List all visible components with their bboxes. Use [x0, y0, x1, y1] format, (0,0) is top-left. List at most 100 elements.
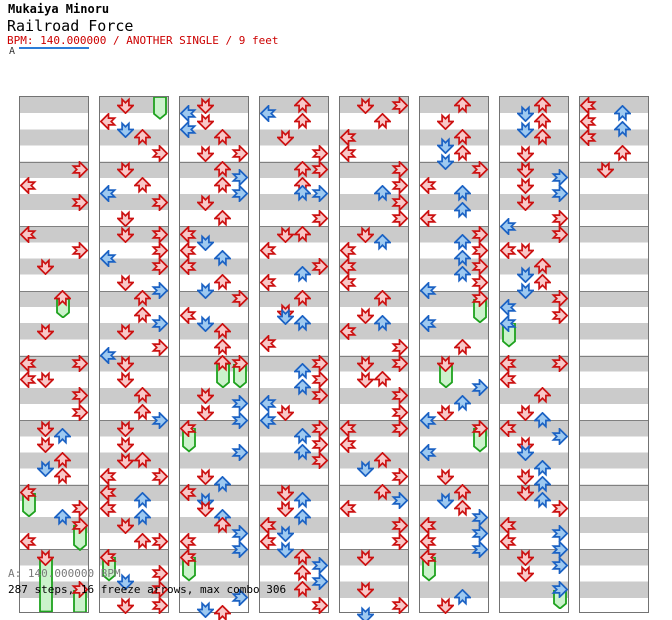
note-arrow-r [151, 241, 168, 259]
note-arrow-l [500, 314, 517, 332]
note-arrow-d [517, 484, 534, 502]
chart-column-3 [179, 96, 249, 620]
note-arrow-r [231, 540, 248, 558]
measure-line [180, 290, 248, 292]
note-arrow-r [231, 185, 248, 203]
note-arrow-u [454, 338, 471, 356]
note-arrow-l [260, 241, 277, 259]
note-arrow-d [117, 96, 134, 114]
note-arrow-d [437, 468, 454, 486]
measure-line [20, 484, 88, 486]
note-arrow-u [374, 112, 391, 130]
note-arrow-u [454, 233, 471, 251]
note-arrow-d [117, 226, 134, 243]
note-arrow-d [517, 104, 534, 122]
note-arrow-d [197, 403, 214, 421]
note-arrow-l [20, 532, 37, 550]
note-arrow-r [151, 411, 168, 429]
note-arrow-d [517, 549, 534, 566]
note-arrow-r [71, 161, 88, 179]
note-arrow-u [534, 128, 551, 146]
note-arrow-r [231, 524, 248, 542]
note-arrow-u [214, 338, 231, 356]
note-arrow-r [71, 500, 88, 518]
note-arrow-u [374, 452, 391, 469]
note-arrow-u [294, 565, 311, 582]
note-arrow-d [357, 549, 374, 566]
note-arrow-d [277, 541, 294, 558]
note-arrow-u [294, 185, 311, 203]
note-arrow-r [151, 145, 168, 163]
note-arrow-d [517, 145, 534, 163]
note-arrow-u [534, 411, 551, 429]
measure-line [340, 484, 408, 486]
note-arrow-r [311, 161, 328, 179]
note-arrow-u [294, 96, 311, 114]
note-arrow-l [260, 532, 277, 550]
note-arrow-d [197, 145, 214, 163]
note-arrow-d [117, 436, 134, 453]
note-arrow-r [391, 492, 408, 510]
note-arrow-l [420, 443, 437, 461]
note-arrow-l [20, 371, 37, 389]
note-arrow-l [100, 185, 117, 203]
measure-line [180, 161, 248, 163]
note-arrow-r [391, 532, 408, 550]
measure-line [20, 549, 88, 551]
note-arrow-d [437, 355, 454, 373]
note-arrow-l [340, 435, 357, 453]
note-arrow-u [534, 258, 551, 275]
note-arrow-r [471, 508, 488, 526]
note-arrow-d [597, 161, 614, 179]
note-arrow-l [420, 516, 437, 534]
note-arrow-r [391, 403, 408, 421]
note-arrow-d [197, 500, 214, 518]
note-arrow-r [71, 241, 88, 259]
note-arrow-r [231, 355, 248, 373]
note-arrow-d [517, 242, 534, 259]
measure-line [180, 226, 248, 228]
freeze-body [21, 492, 36, 518]
note-arrow-r [151, 225, 168, 243]
measure-line [580, 484, 648, 486]
note-arrow-l [260, 274, 277, 292]
note-arrow-l [180, 306, 197, 324]
measure-line [180, 549, 248, 551]
chart-column-8 [579, 96, 649, 613]
note-arrow-l [100, 112, 117, 130]
measure-line [100, 161, 168, 163]
note-arrow-r [551, 209, 568, 227]
measure-line [260, 226, 328, 228]
note-arrow-d [197, 468, 214, 486]
note-arrow-d [517, 177, 534, 195]
note-arrow-l [100, 250, 117, 268]
note-arrow-d [437, 137, 454, 154]
note-arrow-l [260, 516, 277, 534]
note-arrow-l [500, 355, 517, 373]
artist-name: Mukaiya Minoru [8, 2, 110, 16]
note-arrow-d [37, 549, 54, 566]
note-arrow-u [614, 120, 631, 138]
note-arrow-r [551, 169, 568, 187]
note-arrow-u [534, 492, 551, 510]
measure-line [100, 549, 168, 551]
note-arrow-d [437, 597, 454, 615]
note-arrow-r [471, 290, 488, 308]
note-arrow-d [517, 436, 534, 453]
measure-line [100, 290, 168, 292]
note-arrow-l [260, 411, 277, 429]
measure-line [580, 420, 648, 422]
note-arrow-u [294, 379, 311, 396]
freeze-body [438, 363, 453, 388]
note-arrow-d [357, 355, 374, 373]
measure-line [340, 290, 408, 292]
note-arrow-u [134, 290, 151, 308]
note-arrow-l [180, 532, 197, 550]
note-arrow-u [294, 548, 311, 566]
note-arrow-r [151, 532, 168, 550]
note-arrow-l [500, 217, 517, 235]
chart-column-7 [499, 96, 569, 613]
note-arrow-l [340, 145, 357, 163]
freeze-body [38, 557, 53, 612]
